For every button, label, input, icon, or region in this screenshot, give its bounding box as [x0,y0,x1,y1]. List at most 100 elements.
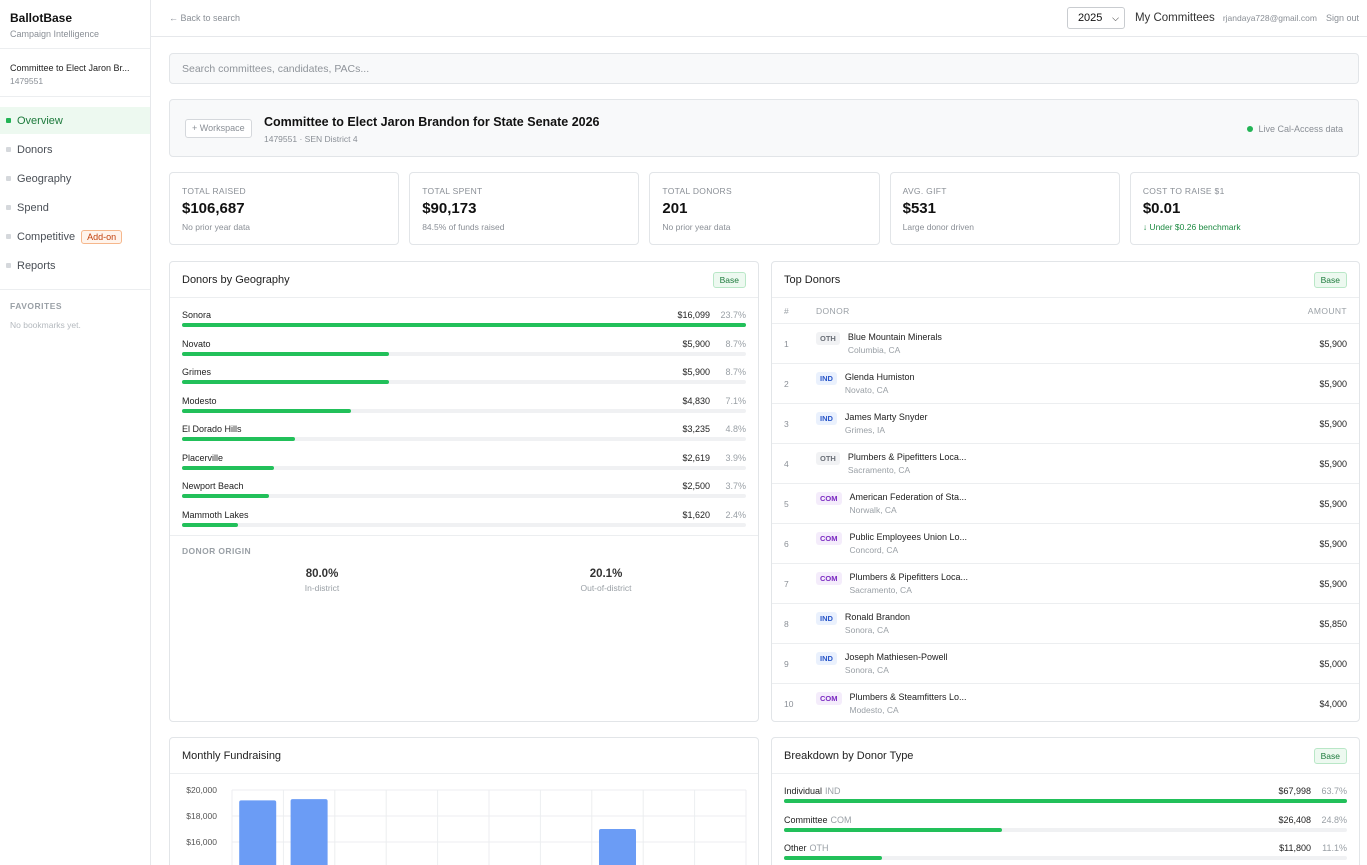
origin-value: 80.0% [305,568,339,580]
table-row[interactable]: 7 COM Plumbers & Pipefitters Loca... Sacram… [772,563,1359,603]
breakdown-row[interactable]: Committee COM $26,408 24.8% [784,809,1347,838]
sidebar-item-geography[interactable]: Geography [0,165,150,192]
geo-bar-fill [182,408,352,413]
chevron-down-icon: ⌵ [1112,12,1119,23]
geo-row[interactable]: Modesto $4,830 7.1% [182,390,746,419]
donor-name[interactable]: Joseph Mathiesen-Powell [844,652,948,662]
geo-bar-track [182,437,746,441]
donor-location: Modesto, CA [849,705,899,715]
sidebar-item-spend[interactable]: Spend [0,194,150,221]
sidebar-item-overview[interactable]: Overview [0,107,150,134]
breakdown-row[interactable]: Other OTH $11,800 11.1% [784,837,1347,865]
committee-name: Committee to Elect Jaron Br... [10,63,130,73]
geo-row[interactable]: Novato $5,900 8.7% [182,333,746,362]
geo-bar-fill [182,437,295,441]
origin-in-district: 80.0% In-district [182,568,462,593]
nav-dot-icon [6,147,11,152]
donor-location: Norwalk, CA [849,505,897,515]
breakdown-type-name: Other [784,843,807,853]
breakdown-bar-track [784,827,1347,832]
monthly-bar[interactable] [598,829,637,865]
geo-row[interactable]: Newport Beach $2,500 3.7% [182,475,746,504]
donor-info: Plumbers & Steamfitters Lo... Modesto, CA [850,692,967,715]
table-row[interactable]: 8 IND Ronald Brandon Sonora, CA $5,850 [772,603,1359,643]
table-row[interactable]: 6 COM Public Employees Union Lo... Concord,… [772,523,1359,563]
sidebar-item-donors[interactable]: Donors [0,136,150,163]
donor-type-badge: IND [816,372,837,385]
table-row[interactable]: 9 IND Joseph Mathiesen-Powell Sonora, CA $5,… [772,643,1359,683]
geo-amount: $4,830 [682,395,710,406]
geo-name: Placerville [182,452,224,463]
geo-bar-track [182,465,746,470]
donor-amount: $5,000 [1319,658,1347,669]
geo-row[interactable]: El Dorado Hills $3,235 4.8% [182,418,746,447]
donor-name[interactable]: Plumbers & Pipefitters Loca... [849,572,969,582]
sign-out-link[interactable]: Sign out [1325,13,1359,23]
donor-name[interactable]: Public Employees Union Lo... [849,532,968,542]
table-row[interactable]: 1 OTH Blue Mountain Minerals Columbia, CA $5… [772,323,1359,363]
table-row[interactable]: 5 COM American Federation of Sta... Norwalk… [772,483,1359,523]
donor-name[interactable]: Blue Mountain Minerals [847,332,942,342]
sidebar-nav: Overview Donors Geography Spend Competit… [0,97,150,279]
year-select[interactable]: 2025 ⌵ [1066,7,1125,29]
breakdown-type-name: Committee [784,814,828,825]
donor-location: Concord, CA [849,545,899,555]
table-row[interactable]: 10 COM Plumbers & Steamfitters Lo... Modest… [772,683,1359,721]
card-title: Donors by Geography [182,273,290,286]
donor-name[interactable]: Plumbers & Steamfitters Lo... [849,692,967,702]
donor-amount: $5,900 [1319,538,1347,549]
stat-note: Large donor driven [902,222,974,232]
sidebar-item-reports[interactable]: Reports [0,252,150,279]
table-header: # DONOR AMOUNT [772,298,1359,323]
donor-type-badge: COM [816,532,842,545]
stat-value: $106,687 [182,200,245,217]
table-row[interactable]: 3 IND James Marty Snyder Grimes, IA $5,900 [772,403,1359,443]
geo-bar-fill [182,522,239,527]
nav-dot-icon [6,118,11,123]
sidebar-item-label: Competitive [17,230,76,243]
table-row[interactable]: 4 OTH Plumbers & Pipefitters Loca... Sacram… [772,443,1359,483]
table-row[interactable]: 2 IND Glenda Humiston Novato, CA $5,900 [772,363,1359,403]
donor-name[interactable]: Plumbers & Pipefitters Loca... [847,452,967,462]
monthly-bar[interactable] [290,799,328,865]
donor-name[interactable]: Glenda Humiston [844,372,915,382]
donor-amount: $4,000 [1319,698,1347,709]
y-tick-label: $18,000 [186,811,217,821]
donor-rank: 8 [784,618,789,629]
donor-info: Blue Mountain Minerals Columbia, CA [848,332,942,355]
donor-rank: 7 [784,578,789,589]
nav-dot-icon [6,263,11,268]
geo-row[interactable]: Placerville $2,619 3.9% [182,447,746,476]
stat-value: 201 [662,200,688,217]
donor-info: Glenda Humiston Novato, CA [845,372,915,395]
geo-row[interactable]: Grimes $5,900 8.7% [182,361,746,390]
col-donor-header: DONOR [816,305,850,316]
brand-name[interactable]: BallotBase [10,11,73,25]
monthly-bar[interactable] [239,800,277,865]
sidebar-item-competitive[interactable]: Competitive Add-on [0,223,150,250]
donor-amount: $5,900 [1319,498,1347,509]
my-committees-link[interactable]: My Committees [1134,12,1215,24]
favorites-title: FAVORITES [10,301,63,311]
breakdown-bar-fill [784,827,1003,832]
breakdown-bar-fill [784,856,882,860]
topbar: ← Back to search 2025 ⌵ My Committees rja… [151,0,1367,37]
donor-name[interactable]: James Marty Snyder [844,412,928,422]
donor-rank: 10 [784,698,794,709]
card-header: Donors by Geography Base [170,262,758,298]
geo-row[interactable]: Sonora $16,099 23.7% [182,304,746,333]
geo-row[interactable]: Mammoth Lakes $1,620 2.4% [182,504,746,533]
origin-label: In-district [304,583,340,593]
back-to-search-link[interactable]: ← Back to search [169,13,241,23]
donor-info: Ronald Brandon Sonora, CA [845,612,910,635]
add-workspace-button[interactable]: + Workspace [185,119,252,138]
stat-card: AVG. GIFT $531 Large donor driven [889,172,1120,245]
breakdown-row[interactable]: Individual IND $67,998 63.7% [784,780,1347,809]
donor-name[interactable]: Ronald Brandon [844,612,910,622]
card-header: Top Donors Base [772,262,1359,298]
committee-selector[interactable]: Committee to Elect Jaron Br... 1479551 [0,49,150,97]
search-input[interactable]: Search committees, candidates, PACs... [169,53,1359,84]
donor-name[interactable]: American Federation of Sta... [849,492,967,502]
donor-info: Plumbers & Pipefitters Loca... Sacramento… [850,572,969,595]
donor-rank: 4 [784,458,789,469]
